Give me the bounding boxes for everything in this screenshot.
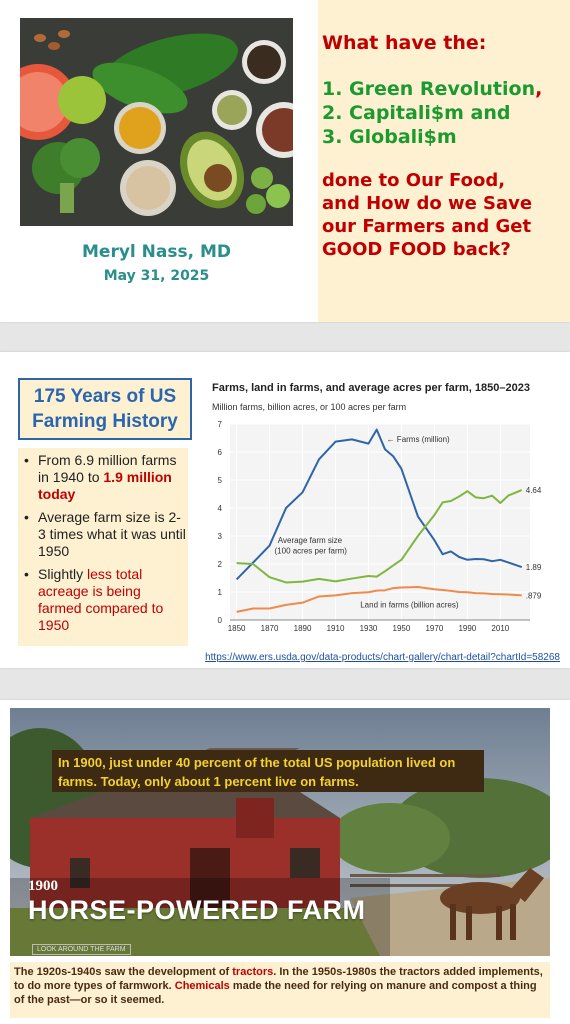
horse-powered-headline: HORSE-POWERED FARM (28, 895, 366, 925)
item-capitalism: 2. Capitali$m and (322, 102, 511, 124)
y-tick-label: 6 (218, 448, 223, 457)
source-link[interactable]: https://www.ers.usda.gov/data-products/c… (205, 652, 560, 663)
tractor-text-segment: Chemicals (174, 980, 230, 992)
done-line-2: and How do we Save (322, 193, 533, 214)
food-photo (20, 18, 293, 226)
x-tick-label: 1950 (393, 624, 411, 633)
presentation-date: May 31, 2025 (103, 268, 210, 284)
x-tick-label: 1870 (261, 624, 279, 633)
tractor-text-segment: . In the 1950s-1980s the tractors added … (14, 966, 543, 992)
series-line-2 (236, 585, 522, 613)
chart-subtitle: Million farms, billion acres, or 100 acr… (212, 402, 407, 412)
series-end-label: .879 (526, 591, 542, 600)
y-tick-label: 7 (218, 420, 223, 429)
tractor-text-segment: tractors (232, 966, 274, 978)
history-slide: 175 Years of US Farming History From 6.9… (0, 352, 570, 668)
bullet-farm-count: From 6.9 million farms in 1940 to 1.9 mi… (24, 452, 188, 503)
bullet-list: From 6.9 million farms in 1940 to 1.9 mi… (18, 452, 188, 634)
series-end-label: 1.89 (526, 563, 542, 572)
series-end-label: 4.64 (526, 486, 542, 495)
bullet-box: From 6.9 million farms in 1940 to 1.9 mi… (18, 448, 188, 646)
question-line: What have the: (322, 32, 487, 54)
population-caption: In 1900, just under 40 percent of the to… (52, 750, 484, 792)
title-box: What have the: 1. Green Revolution, 2. C… (318, 0, 570, 322)
tractor-text-segment: The 1920s-1940s saw the development of (14, 966, 233, 978)
x-tick-label: 1930 (360, 624, 378, 633)
series-line-0 (235, 428, 523, 581)
series-line-1 (236, 489, 523, 584)
done-line-4: GOOD FOOD back? (322, 239, 511, 260)
y-tick-label: 2 (218, 560, 223, 569)
y-tick-label: 4 (218, 504, 223, 513)
heading-line-1: 175 Years of US (33, 386, 177, 407)
y-tick-label: 1 (218, 588, 223, 597)
x-tick-label: 1910 (327, 624, 345, 633)
y-tick-label: 5 (218, 476, 223, 485)
y-tick-label: 3 (218, 532, 223, 541)
farm-photo: In 1900, just under 40 percent of the to… (10, 708, 550, 956)
item-green-revolution: 1. Green Revolution, (322, 78, 543, 100)
done-line-3: our Farmers and Get (322, 216, 532, 237)
x-tick-label: 1890 (294, 624, 312, 633)
history-heading: 175 Years of US Farming History (18, 378, 192, 440)
y-tick-label: 0 (218, 616, 223, 625)
farm-line-chart: 0 1 2 3 4 5 6 7 1850 1870 1890 1910 1930 1950 1970 1990… (218, 420, 542, 633)
size-annotation-line-1: Average farm size (278, 536, 343, 545)
done-line-1: done to Our Food, (322, 170, 506, 191)
title-slide: Meryl Nass, MD May 31, 2025 What have th… (0, 0, 570, 322)
x-tick-label: 2010 (491, 624, 509, 633)
x-tick-label: 1850 (228, 624, 246, 633)
land-annotation: Land in farms (billion acres) (360, 600, 459, 609)
year-label: 1900 (28, 878, 58, 894)
item-globalism: 3. Globali$m (322, 126, 457, 148)
author-block: Meryl Nass, MD May 31, 2025 (20, 242, 293, 284)
tractor-text: The 1920s-1940s saw the development of t… (10, 962, 550, 1018)
heading-line-2: Farming History (32, 411, 178, 432)
x-tick-label: 1970 (425, 624, 443, 633)
author-name: Meryl Nass, MD (82, 242, 231, 262)
look-around-button[interactable]: LOOK AROUND THE FARM (32, 944, 131, 955)
chart-title: Farms, land in farms, and average acres … (212, 382, 530, 394)
bullet-acreage: Slightly less total acreage is being far… (24, 566, 188, 634)
horse-farm-slide: In 1900, just under 40 percent of the to… (0, 700, 570, 1024)
x-tick-label: 1990 (458, 624, 476, 633)
tractor-text-segment: made the need for relying on manure and … (14, 980, 537, 1006)
size-annotation-line-2: (100 acres per farm) (275, 546, 348, 555)
bullet-farm-size: Average farm size is 2-3 times what it w… (24, 509, 188, 560)
farms-annotation: ← Farms (million) (387, 435, 450, 444)
